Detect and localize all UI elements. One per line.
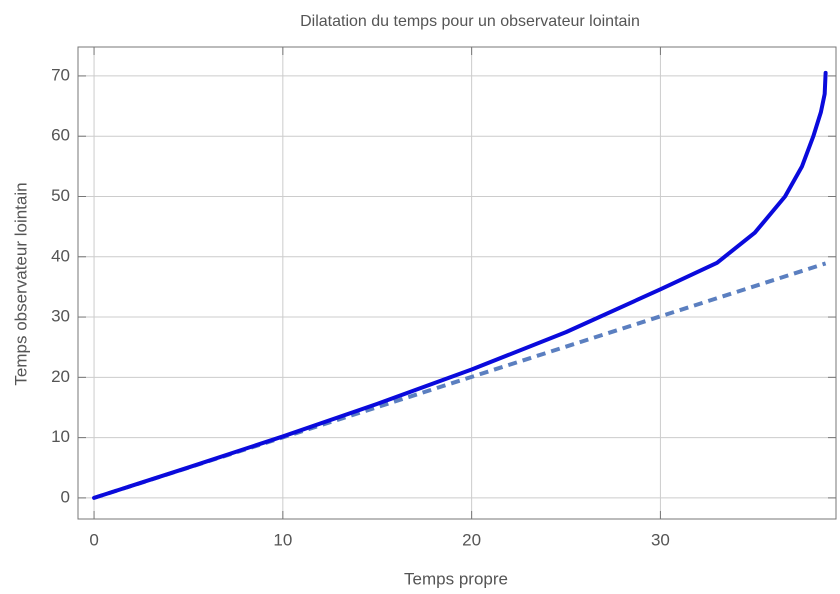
y-tick-label: 50: [51, 186, 70, 205]
curve: [92, 70, 828, 500]
x-axis-label: Temps propre: [404, 569, 508, 588]
y-tick-label: 30: [51, 307, 70, 326]
x-tick-label: 10: [273, 530, 292, 549]
y-tick-label: 40: [51, 246, 70, 265]
y-tick-label: 70: [51, 65, 70, 84]
y-axis-label: Temps observateur lointain: [11, 182, 30, 385]
chart-title: Dilatation du temps pour un observateur …: [300, 13, 640, 30]
x-tick-label: 30: [651, 530, 670, 549]
x-tick-label: 0: [89, 530, 98, 549]
plot-frame: [77, 46, 837, 520]
x-tick-label: 20: [462, 530, 481, 549]
y-tick-label: 20: [51, 367, 70, 386]
y-tick-label: 60: [51, 126, 70, 145]
y-tick-label: 10: [51, 427, 70, 446]
y-tick-label: 0: [61, 487, 70, 506]
